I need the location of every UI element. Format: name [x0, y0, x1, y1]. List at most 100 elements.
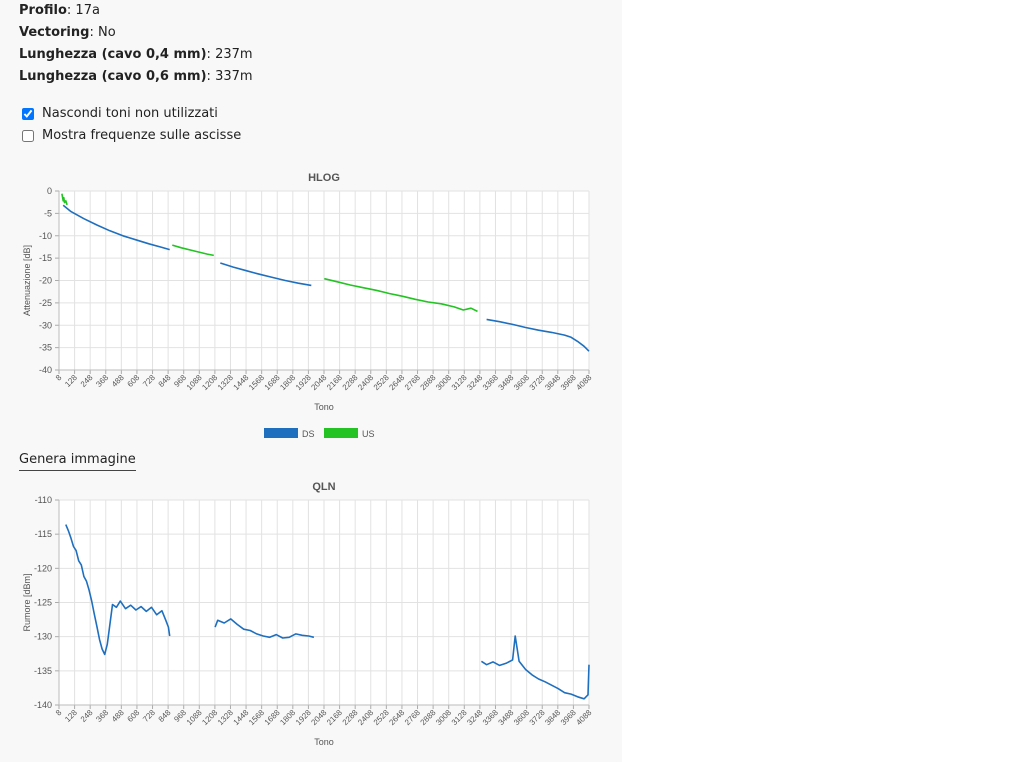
x-tick-label: 1688 [263, 708, 282, 727]
x-tick-label: 3968 [559, 708, 578, 727]
x-tick-label: 2768 [403, 373, 422, 392]
x-tick-label: 608 [126, 373, 142, 389]
x-tick-label: 608 [126, 708, 142, 724]
x-tick-label: 1808 [278, 708, 297, 727]
length-04-line: Lunghezza (cavo 0,4 mm): 237m [19, 47, 253, 62]
x-tick-label: 2888 [419, 708, 438, 727]
show-frequencies-label: Mostra frequenze sulle ascisse [42, 128, 242, 143]
x-tick-label: 848 [157, 373, 173, 389]
x-tick-label: 2288 [341, 373, 360, 392]
x-tick-label: 2168 [325, 708, 344, 727]
x-axis-label: Tono [314, 402, 334, 412]
x-tick-label: 3488 [497, 373, 516, 392]
x-tick-label: 3248 [465, 373, 484, 392]
x-tick-label: 128 [63, 708, 79, 724]
series-line-ds [220, 262, 312, 287]
x-tick-label: 4088 [574, 708, 593, 727]
x-tick-label: 1568 [247, 373, 266, 392]
x-tick-label: 3368 [481, 373, 500, 392]
legend-label-us: US [362, 429, 375, 439]
x-tick-label: 3128 [450, 373, 469, 392]
x-tick-label: 3368 [481, 708, 500, 727]
legend-swatch-ds [264, 428, 298, 438]
x-tick-label: 1448 [232, 373, 251, 392]
show-frequencies-checkbox[interactable] [22, 130, 34, 142]
x-tick-label: 2048 [309, 373, 328, 392]
x-tick-label: 728 [141, 708, 157, 724]
y-tick-label: -115 [35, 529, 52, 539]
x-tick-label: 3848 [543, 708, 562, 727]
hide-unused-tones-checkbox[interactable] [22, 108, 34, 120]
hide-unused-tones-option[interactable]: Nascondi toni non utilizzati [22, 106, 218, 122]
series-line-us [324, 277, 478, 313]
y-tick-label: -35 [39, 343, 52, 353]
x-tick-label: 728 [141, 373, 157, 389]
x-tick-label: 2528 [372, 708, 391, 727]
y-tick-label: -10 [39, 231, 52, 241]
x-tick-label: 1928 [294, 373, 313, 392]
x-tick-label: 2648 [387, 708, 406, 727]
vectoring-label: Vectoring [19, 25, 90, 40]
series-line-ds [62, 204, 170, 251]
x-tick-label: 248 [79, 373, 95, 389]
x-tick-label: 3608 [512, 708, 531, 727]
profile-label: Profilo [19, 3, 67, 18]
x-tick-label: 3728 [528, 708, 547, 727]
show-frequencies-option[interactable]: Mostra frequenze sulle ascisse [22, 128, 241, 144]
length-04-value: 237m [215, 47, 253, 62]
series-line-ds [480, 635, 590, 700]
x-tick-label: 3848 [543, 373, 562, 392]
x-tick-label: 1328 [216, 373, 235, 392]
x-tick-label: 1328 [216, 708, 235, 727]
x-tick-label: 1088 [185, 708, 204, 727]
series-line-ds [486, 318, 590, 352]
generate-image-link[interactable]: Genera immagine [19, 452, 136, 471]
x-tick-label: 488 [110, 373, 126, 389]
y-tick-label: -125 [34, 598, 52, 608]
x-tick-label: 1208 [200, 373, 219, 392]
length-06-line: Lunghezza (cavo 0,6 mm): 337m [19, 69, 253, 84]
series-line-ds [65, 524, 171, 656]
x-tick-label: 1928 [294, 708, 313, 727]
x-tick-label: 3128 [450, 708, 469, 727]
x-tick-label: 8 [54, 373, 64, 383]
y-tick-label: -40 [39, 365, 52, 375]
y-tick-label: -20 [39, 276, 52, 286]
x-tick-label: 1448 [232, 708, 251, 727]
x-tick-label: 3248 [465, 708, 484, 727]
x-tick-label: 1568 [247, 708, 266, 727]
y-tick-label: -15 [39, 253, 52, 263]
chart-title: HLOG [308, 172, 340, 184]
y-axis-label: Rumore [dBm] [22, 573, 32, 631]
x-tick-label: 248 [79, 708, 95, 724]
profile-value: 17a [75, 3, 100, 18]
x-tick-label: 2288 [341, 708, 360, 727]
x-tick-label: 3008 [434, 373, 453, 392]
x-tick-label: 2048 [309, 708, 328, 727]
x-tick-label: 2408 [356, 373, 375, 392]
x-tick-label: 128 [63, 373, 79, 389]
length-06-label: Lunghezza (cavo 0,6 mm) [19, 69, 207, 84]
x-tick-label: 4088 [574, 373, 593, 392]
x-tick-label: 2888 [419, 373, 438, 392]
legend-swatch-us [324, 428, 358, 438]
x-tick-label: 368 [94, 373, 110, 389]
dsl-stats-panel: Profilo: 17a Vectoring: No Lunghezza (ca… [19, 3, 594, 747]
y-axis-label: Attenuazione [dB] [22, 245, 32, 316]
x-axis-label: Tono [314, 737, 334, 747]
y-tick-label: 0 [47, 186, 52, 196]
x-tick-label: 1208 [200, 708, 219, 727]
vectoring-value: No [97, 25, 116, 40]
series-line-us [172, 244, 214, 257]
y-tick-label: -30 [39, 320, 52, 330]
vectoring-line: Vectoring: No [19, 25, 116, 40]
x-tick-label: 1808 [278, 373, 297, 392]
x-tick-label: 2648 [387, 373, 406, 392]
x-tick-label: 3008 [434, 708, 453, 727]
chart-title: QLN [312, 481, 335, 493]
x-tick-label: 368 [94, 708, 110, 724]
x-tick-label: 1688 [263, 373, 282, 392]
y-tick-label: -130 [34, 632, 52, 642]
series-line-ds [214, 618, 315, 639]
x-tick-label: 3728 [528, 373, 547, 392]
